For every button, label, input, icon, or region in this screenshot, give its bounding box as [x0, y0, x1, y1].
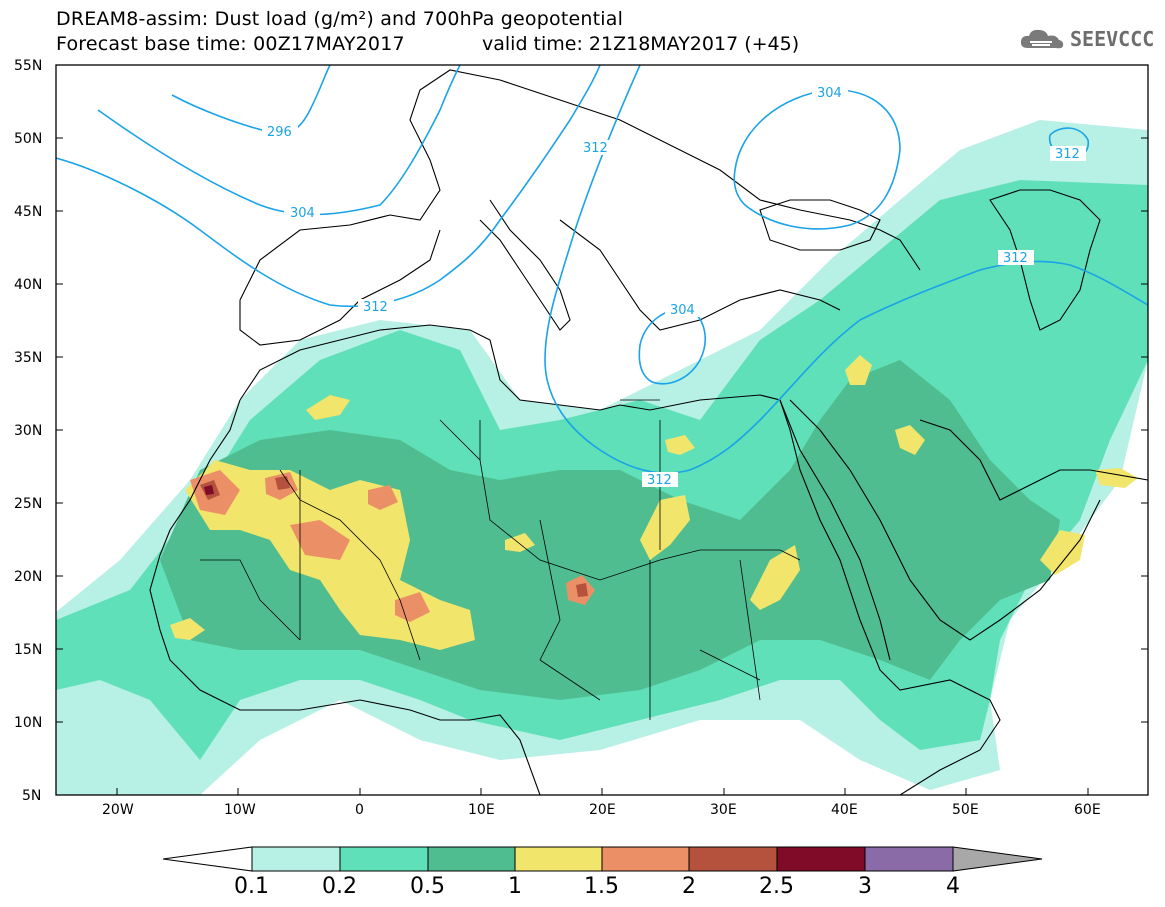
- dust-region-1.5: [368, 485, 398, 510]
- dust-region-1.5: [290, 520, 350, 560]
- lat-label: 35N: [14, 350, 42, 366]
- longitude-axis: [116, 788, 1089, 795]
- lon-label: 10E: [468, 802, 495, 818]
- country-borders: [200, 399, 801, 720]
- colorbar-high-arrow: [952, 846, 1043, 872]
- contour-label: 312: [363, 300, 388, 315]
- colorbar-label: 0.2: [322, 874, 357, 899]
- contour-label: 304: [290, 206, 315, 221]
- colorbar: [162, 846, 1043, 872]
- contour-label: 312: [1003, 251, 1028, 266]
- contour-label: 304: [817, 86, 842, 101]
- colorbar-segment: [776, 846, 866, 872]
- dust-region-2: [576, 583, 588, 597]
- colorbar-segment: [688, 846, 778, 872]
- contour-304-west: [97, 65, 461, 216]
- africa-coastline: [239, 324, 1001, 795]
- colorbar-label: 0.5: [410, 874, 445, 899]
- dust-region-1.5: [395, 592, 430, 622]
- lat-label: 25N: [14, 496, 42, 512]
- west-africa-coastline: [149, 399, 541, 795]
- dust-region-1: [665, 435, 695, 455]
- lon-label: 20W: [102, 802, 134, 818]
- dust-region-1: [750, 545, 800, 610]
- lon-label: 20E: [589, 802, 616, 818]
- arabia-coast: [919, 419, 1148, 501]
- iberia-coastline: [239, 229, 441, 346]
- lon-label: 60E: [1074, 802, 1101, 818]
- colorbar-segment: [427, 846, 516, 872]
- seevccc-logo: SEEVCCC: [1018, 26, 1154, 52]
- colorbar-label: 1: [508, 874, 522, 899]
- lon-label: 40E: [831, 802, 858, 818]
- colorbar-low-arrow: [162, 846, 253, 872]
- lon-label: 0: [355, 802, 364, 818]
- colorbar-segment: [864, 846, 954, 872]
- dust-region-1: [895, 425, 925, 455]
- forecast-base-time: Forecast base time: 00Z17MAY2017: [56, 33, 405, 55]
- lat-label: 40N: [14, 277, 42, 293]
- colorbar-segment: [251, 846, 341, 872]
- lon-label: 10W: [224, 802, 256, 818]
- dust-region-1: [306, 395, 350, 420]
- contour-label: 304: [670, 303, 695, 318]
- lat-label: 55N: [14, 58, 42, 74]
- dust-region-1: [640, 495, 690, 560]
- italy-coastline: [479, 199, 571, 331]
- lat-label: 5N: [22, 788, 41, 804]
- colorbar-label: 4: [946, 874, 960, 899]
- contour-label: 312: [647, 473, 672, 488]
- cloud-icon: [1020, 29, 1064, 49]
- colorbar-label: 0.1: [234, 874, 269, 899]
- colorbar-label: 1.5: [584, 874, 619, 899]
- colorbar-label: 3: [858, 874, 872, 899]
- coastlines: [149, 69, 1148, 795]
- colorbar-label: 2: [682, 874, 696, 899]
- colorbar-segment: [514, 846, 603, 872]
- europe-coastline: [239, 69, 921, 301]
- contour-312-west: [56, 65, 601, 308]
- colorbar-segment: [601, 846, 690, 872]
- contour-label: 312: [1055, 147, 1080, 162]
- map-title: DREAM8-assim: Dust load (g/m²) and 700hP…: [56, 8, 624, 30]
- dust-region-1: [1040, 530, 1085, 575]
- longitude-labels: 20W 10W 0 10E 20E 30E 40E 50E 60E: [102, 802, 1101, 818]
- lat-label: 10N: [14, 715, 42, 731]
- latitude-axis: [56, 64, 1148, 723]
- lat-label: 30N: [14, 423, 42, 439]
- lat-label: 20N: [14, 569, 42, 585]
- dust-region-2.5: [204, 485, 214, 495]
- dust-region-1: [170, 618, 205, 640]
- logo-text: SEEVCCC: [1070, 27, 1155, 51]
- red-sea-coast: [779, 399, 1101, 661]
- contour-label: 312: [583, 141, 608, 156]
- colorbar-labels: 0.1 0.2 0.5 1 1.5 2 2.5 3 4: [234, 874, 960, 899]
- lon-label: 50E: [952, 802, 979, 818]
- black-sea-coast: [759, 199, 881, 251]
- lat-label: 45N: [14, 204, 42, 220]
- contour-labels: 296 304 312 312 304 312 312 312 304: [262, 85, 1086, 488]
- contour-label: 296: [267, 125, 292, 140]
- lat-label: 50N: [14, 131, 42, 147]
- latitude-labels: 55N 50N 45N 40N 35N 30N 25N 20N 15N 10N …: [14, 58, 42, 804]
- colorbar-segment: [339, 846, 429, 872]
- lon-label: 30E: [710, 802, 737, 818]
- lat-label: 15N: [14, 642, 42, 658]
- contour-304-east: [733, 89, 901, 230]
- balkans-coastline: [559, 219, 841, 331]
- colorbar-label: 2.5: [759, 874, 794, 899]
- valid-time: valid time: 21Z18MAY2017 (+45): [482, 33, 800, 55]
- dust-region-1: [845, 355, 872, 385]
